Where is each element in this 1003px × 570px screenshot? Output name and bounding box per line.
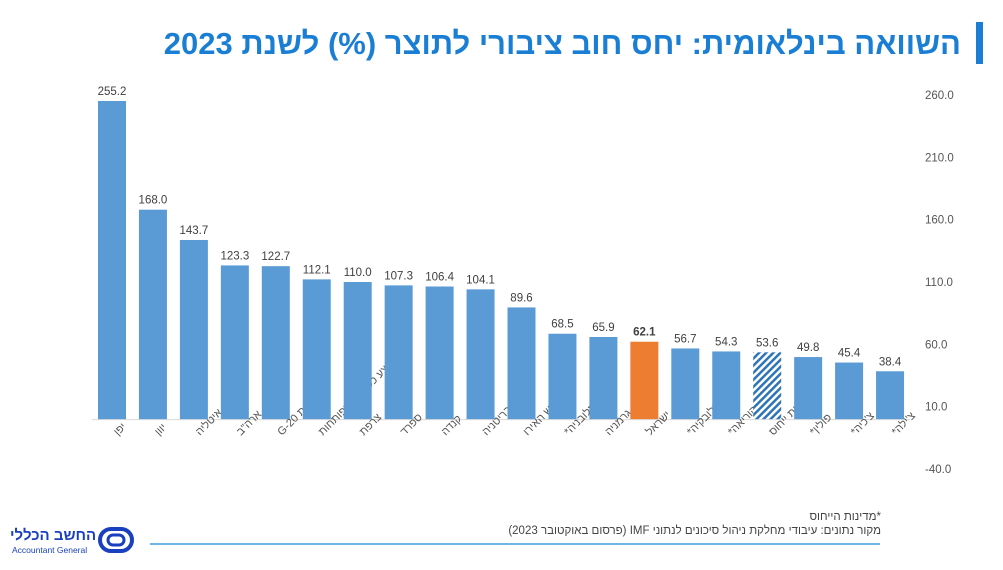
bar <box>589 336 618 420</box>
bar <box>138 209 167 420</box>
category-label: יפן <box>112 421 129 438</box>
bar <box>753 352 782 420</box>
bar <box>507 307 536 420</box>
footnote: *מדינות הייחוס <box>809 511 881 523</box>
category-label: יוון <box>153 422 170 439</box>
data-label: 54.3 <box>715 336 737 348</box>
data-label: 45.4 <box>838 348 861 360</box>
data-label: 122.7 <box>261 251 290 263</box>
bar <box>712 351 741 420</box>
bar <box>671 348 700 420</box>
data-label: 107.3 <box>384 270 413 282</box>
bar <box>98 100 126 420</box>
y-tick-label: 110.0 <box>925 277 953 289</box>
y-tick-label: 60.0 <box>925 339 947 351</box>
data-label: 49.8 <box>797 342 819 354</box>
data-label: 255.2 <box>98 86 127 98</box>
data-label: 65.9 <box>592 322 614 334</box>
logo-english: Accountant General <box>12 545 88 555</box>
bar <box>466 289 495 420</box>
bar <box>384 285 413 420</box>
y-tick-label: 210.0 <box>925 152 954 164</box>
bar <box>425 286 454 420</box>
source-note: מקור נתונים: עיבודי מחלקת ניהול סיכונים … <box>508 525 881 537</box>
page-title: השוואה בינלאומית: יחס חוב ציבורי לתוצר (… <box>163 26 961 61</box>
bar <box>261 266 290 420</box>
data-label: 56.7 <box>674 333 696 345</box>
data-label: 38.4 <box>879 356 902 368</box>
data-label: 53.6 <box>756 337 778 349</box>
bar <box>343 282 372 420</box>
y-tick-label: 10.0 <box>925 402 947 414</box>
data-label: 68.5 <box>551 319 573 331</box>
y-tick-label: -40.0 <box>925 464 951 476</box>
logo: החשב הכללי Accountant General <box>8 527 148 557</box>
data-label: 62.1 <box>633 327 656 339</box>
logo-icon <box>98 527 134 553</box>
logo-hebrew: החשב הכללי <box>10 527 97 544</box>
data-label: 89.6 <box>510 292 532 304</box>
bar <box>835 362 864 420</box>
data-label: 110.0 <box>344 267 372 279</box>
bar <box>179 239 208 420</box>
bar <box>876 371 905 420</box>
data-label: 143.7 <box>180 225 209 237</box>
data-label: 168.0 <box>139 195 168 207</box>
bar <box>302 279 331 420</box>
bar <box>794 357 823 420</box>
footer-rule <box>150 543 880 545</box>
y-tick-label: 160.0 <box>925 215 954 227</box>
title-accent-bar <box>976 22 983 64</box>
data-label: 123.3 <box>220 250 249 262</box>
data-label: 112.1 <box>303 264 331 276</box>
y-tick-label: 260.0 <box>925 90 954 102</box>
bar <box>630 341 659 420</box>
data-label: 106.4 <box>425 271 454 283</box>
bar <box>548 333 577 420</box>
bar <box>220 265 249 420</box>
data-label: 104.1 <box>466 274 495 286</box>
